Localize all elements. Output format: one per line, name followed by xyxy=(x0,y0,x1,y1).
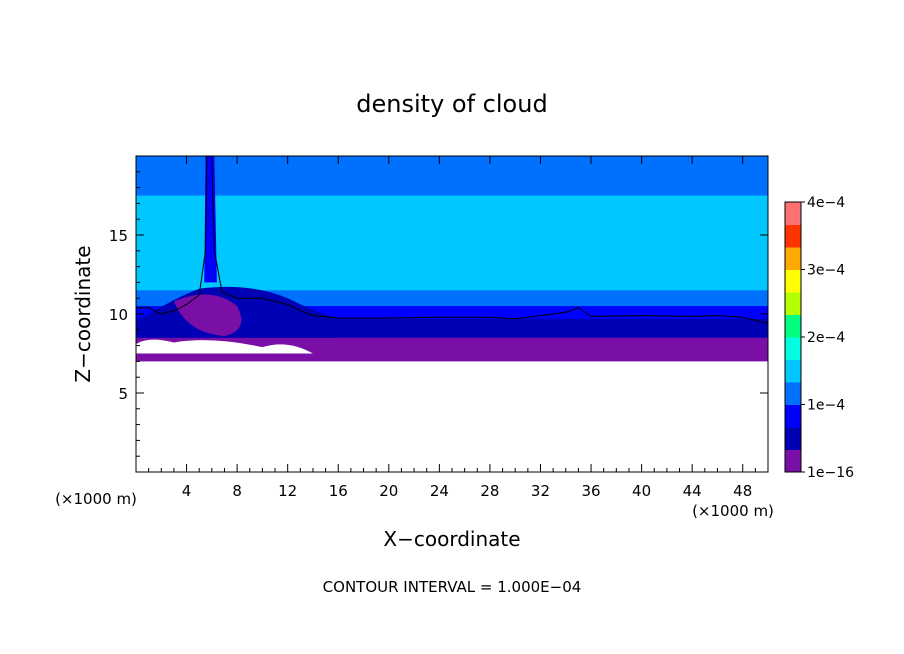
x-axis-label: X−coordinate xyxy=(383,527,520,551)
x-axis: 4 8 12 16 20 24 28 32 36 40 44 48 xyxy=(148,156,756,500)
x-tick-label-4: 20 xyxy=(379,482,398,500)
colorbar-tick-label-0: 1e−16 xyxy=(807,465,854,481)
x-tick-label-3: 16 xyxy=(329,482,348,500)
colorbar xyxy=(785,202,801,473)
x-tick-label-11: 48 xyxy=(733,482,752,500)
density-layer-2 xyxy=(136,211,768,275)
x-tick-label-2: 12 xyxy=(278,482,297,500)
colorbar-swatch-11 xyxy=(785,202,801,225)
cloud-void xyxy=(136,339,313,354)
y-tick-label-2: 15 xyxy=(109,227,128,245)
y-axis-label: Z−coordinate xyxy=(71,245,95,382)
colorbar-swatch-0 xyxy=(785,449,801,473)
colorbar-swatch-10 xyxy=(785,224,801,248)
x-unit-label-right: (×1000 m) xyxy=(692,502,774,520)
x-tick-label-1: 8 xyxy=(232,482,242,500)
plume-column xyxy=(204,156,217,283)
colorbar-tick-label-3: 3e−4 xyxy=(807,263,845,279)
cloud-plume xyxy=(136,156,768,472)
x-tick-label-7: 32 xyxy=(531,482,550,500)
y-tick-label-0: 5 xyxy=(118,385,128,403)
x-tick-label-5: 24 xyxy=(430,482,449,500)
chart-title: density of cloud xyxy=(356,90,547,118)
colorbar-ticks: 1e−16 1e−4 2e−4 3e−4 4e−4 xyxy=(801,195,854,481)
colorbar-tick-label-2: 2e−4 xyxy=(807,330,845,346)
colorbar-swatch-5 xyxy=(785,337,801,360)
colorbar-swatch-9 xyxy=(785,247,801,270)
density-layer-3 xyxy=(136,274,768,291)
colorbar-swatch-6 xyxy=(785,314,801,338)
colorbar-swatch-4 xyxy=(785,359,801,383)
colorbar-swatch-3 xyxy=(785,382,801,405)
y-tick-label-1: 10 xyxy=(109,306,128,324)
x-unit-label-left: (×1000 m) xyxy=(55,490,137,508)
contour-interval-text: CONTOUR INTERVAL = 1.000E−04 xyxy=(323,578,582,596)
y-axis: 5 10 15 xyxy=(109,171,768,457)
clear-air-below-cloud xyxy=(136,361,768,472)
x-tick-label-8: 36 xyxy=(581,482,600,500)
x-tick-label-6: 28 xyxy=(480,482,499,500)
colorbar-tick-label-4: 4e−4 xyxy=(807,195,845,211)
contour-line xyxy=(136,156,768,324)
colorbar-swatch-1 xyxy=(785,427,801,450)
density-layer-0 xyxy=(136,156,768,196)
plot-area xyxy=(136,156,768,472)
x-tick-label-10: 44 xyxy=(683,482,702,500)
plume-core xyxy=(173,294,242,337)
colorbar-swatch-2 xyxy=(785,404,801,428)
density-layer-1 xyxy=(136,195,768,212)
x-tick-label-9: 40 xyxy=(632,482,651,500)
colorbar-swatch-8 xyxy=(785,269,801,293)
density-layer-8 xyxy=(136,353,768,362)
colorbar-swatch-7 xyxy=(785,292,801,315)
x-tick-label-0: 4 xyxy=(182,482,192,500)
colorbar-tick-label-1: 1e−4 xyxy=(807,398,845,414)
